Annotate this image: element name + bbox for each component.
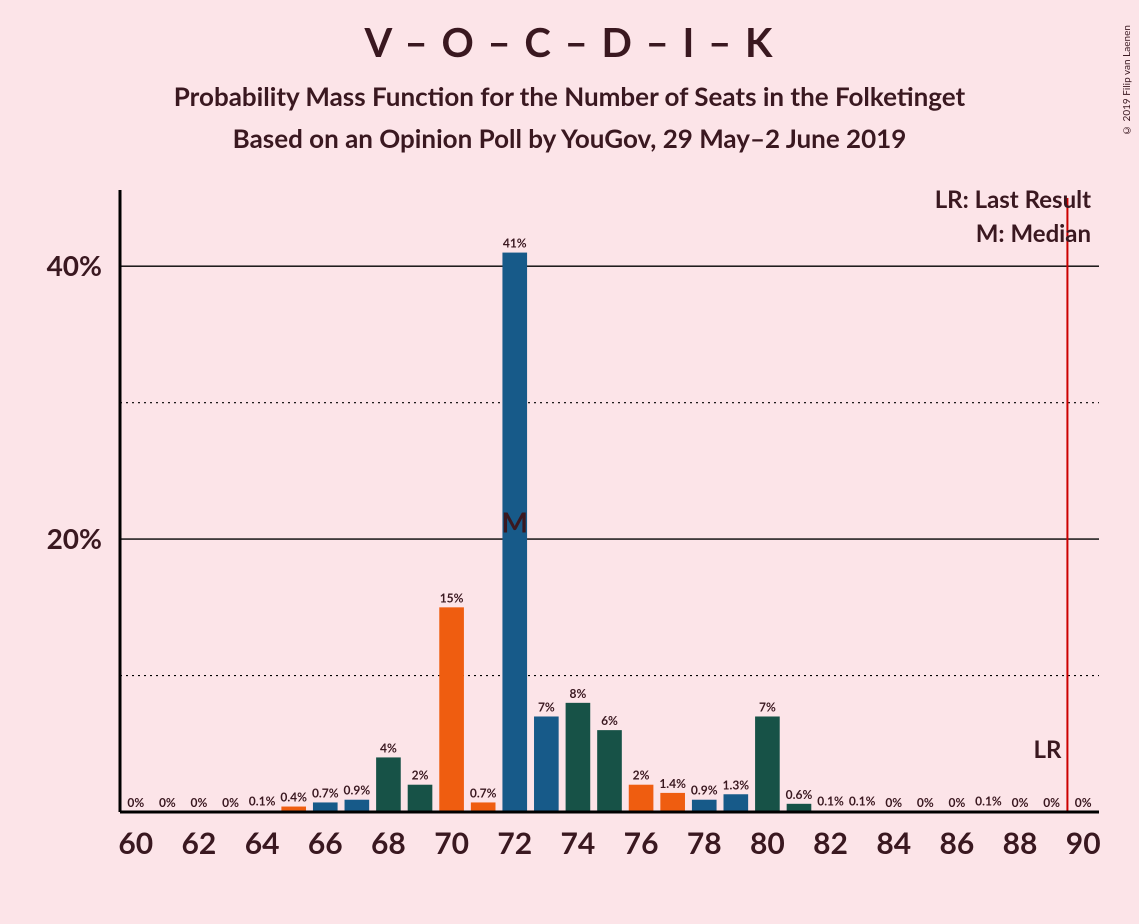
bar-value-label: 0% (948, 795, 965, 810)
bar (724, 794, 749, 812)
bar (345, 800, 370, 812)
bar-value-label: 0% (159, 795, 176, 810)
x-tick-label: 64 (245, 825, 280, 861)
bar-value-label: 2% (633, 768, 650, 783)
x-tick-label: 84 (876, 825, 911, 861)
bar-value-label: 0% (1012, 795, 1029, 810)
bar-value-label: 0.1% (249, 794, 276, 809)
x-tick-label: 86 (939, 825, 974, 861)
bar (692, 800, 717, 812)
bar-value-label: 2% (412, 768, 429, 783)
x-tick-label: 62 (182, 825, 217, 861)
last-result-label: LR (1034, 735, 1062, 764)
bar-value-label: 0% (191, 795, 208, 810)
x-tick-label: 72 (497, 825, 532, 861)
pmf-bar-chart: 20% 40% 0% 0% 0% 0% 0.1% 0.4% 0.7% 0.9% 4% 2% 15% 0.7… (0, 0, 1139, 924)
x-tick-label: 80 (750, 825, 785, 861)
bar-value-label: 0% (127, 795, 144, 810)
bar (439, 607, 464, 812)
x-tick-label: 60 (118, 825, 153, 861)
bar (566, 703, 591, 812)
x-tick-label: 74 (561, 825, 596, 861)
bar (597, 730, 622, 812)
bar-value-label: 1.3% (723, 777, 750, 792)
bar (660, 793, 685, 812)
bar-value-label: 41% (503, 236, 527, 251)
bar-value-label: 0.1% (849, 794, 876, 809)
x-tick-label: 76 (624, 825, 659, 861)
bar-value-label: 1.4% (659, 776, 686, 791)
y-tick-label: 40% (47, 248, 102, 282)
median-marker: M (502, 504, 528, 538)
bar (376, 757, 401, 812)
bar-value-label: 0.7% (312, 785, 339, 800)
bar-value-label: 0% (885, 795, 902, 810)
bar-value-label: 0.1% (975, 794, 1002, 809)
bar-value-label: 0.6% (786, 787, 813, 802)
x-tick-label: 82 (813, 825, 848, 861)
bar-value-label: 7% (759, 699, 776, 714)
x-tick-label: 68 (371, 825, 406, 861)
bar-value-label: 4% (380, 740, 397, 755)
bar-value-label: 0% (222, 795, 239, 810)
bar-value-label: 0.4% (280, 790, 307, 805)
bar (534, 716, 559, 812)
x-tick-label: 88 (1003, 825, 1038, 861)
bar-value-label: 7% (538, 699, 555, 714)
bar-value-label: 15% (440, 590, 464, 605)
legend-m: M: Median (976, 219, 1091, 248)
bar (755, 716, 780, 812)
bar-value-label: 0% (1075, 795, 1092, 810)
x-tick-label: 90 (1066, 825, 1101, 861)
bar-value-label: 0.1% (817, 794, 844, 809)
bar-value-label: 0.7% (470, 785, 497, 800)
y-tick-label: 20% (47, 521, 102, 555)
bar-value-label: 0.9% (691, 783, 718, 798)
bar (408, 785, 433, 812)
bar-value-label: 8% (570, 686, 587, 701)
x-tick-label: 70 (434, 825, 469, 861)
legend-lr: LR: Last Result (935, 185, 1091, 214)
x-tick-label: 66 (308, 825, 343, 861)
x-tick-label: 78 (687, 825, 722, 861)
bar (629, 785, 654, 812)
bar-value-label: 6% (601, 713, 618, 728)
bar-value-label: 0% (917, 795, 934, 810)
bar-value-label: 0.9% (344, 783, 371, 798)
bar-value-label: 0% (1043, 795, 1060, 810)
